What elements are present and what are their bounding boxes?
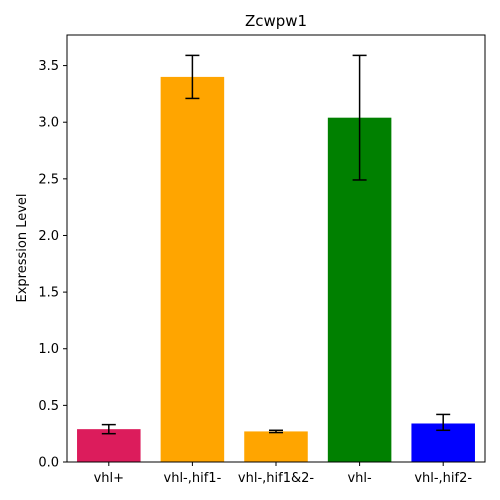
plot-frame (66, 34, 486, 463)
x-tick-label-2: vhl-,hif1&2- (238, 471, 314, 486)
error-bar-2 (269, 429, 283, 434)
y-axis-label: Expression Level (15, 193, 30, 302)
bar-2 (244, 431, 308, 462)
bar-0 (77, 429, 141, 462)
y-tick-label-2: 1.0 (38, 342, 59, 357)
x-tick-label-4: vhl-,hif2- (414, 471, 472, 486)
x-axis-ticks: vhl+ vhl-,hif1- vhl-,hif1&2- vhl-vhl-,hif2- (94, 462, 472, 486)
error-bars-layer (101, 54, 451, 435)
error-bar-3 (352, 54, 367, 181)
x-tick-label-3: vhl- (347, 471, 372, 486)
chart-title: Zcwpw1 (245, 12, 307, 30)
y-tick-label-5: 2.5 (38, 172, 59, 187)
error-bar-1 (185, 54, 200, 100)
bar-1 (160, 76, 225, 462)
y-tick-label-6: 3.0 (38, 116, 59, 131)
y-axis-ticks: 0.0 0.5 1.0 1.5 2.0 2.5 3.0 3.5 (38, 59, 67, 471)
y-tick-label-1: 0.5 (38, 399, 59, 414)
x-tick-label-0: vhl+ (94, 471, 124, 486)
y-tick-label-0: 0.0 (38, 456, 59, 471)
x-tick-label-1: vhl-,hif1- (164, 471, 222, 486)
y-tick-label-3: 1.5 (38, 286, 59, 301)
y-tick-label-7: 3.5 (38, 59, 59, 74)
bars-layer (77, 76, 475, 462)
y-tick-label-4: 2.0 (38, 229, 59, 244)
error-bar-0 (101, 423, 116, 435)
error-bar-4 (436, 413, 451, 432)
